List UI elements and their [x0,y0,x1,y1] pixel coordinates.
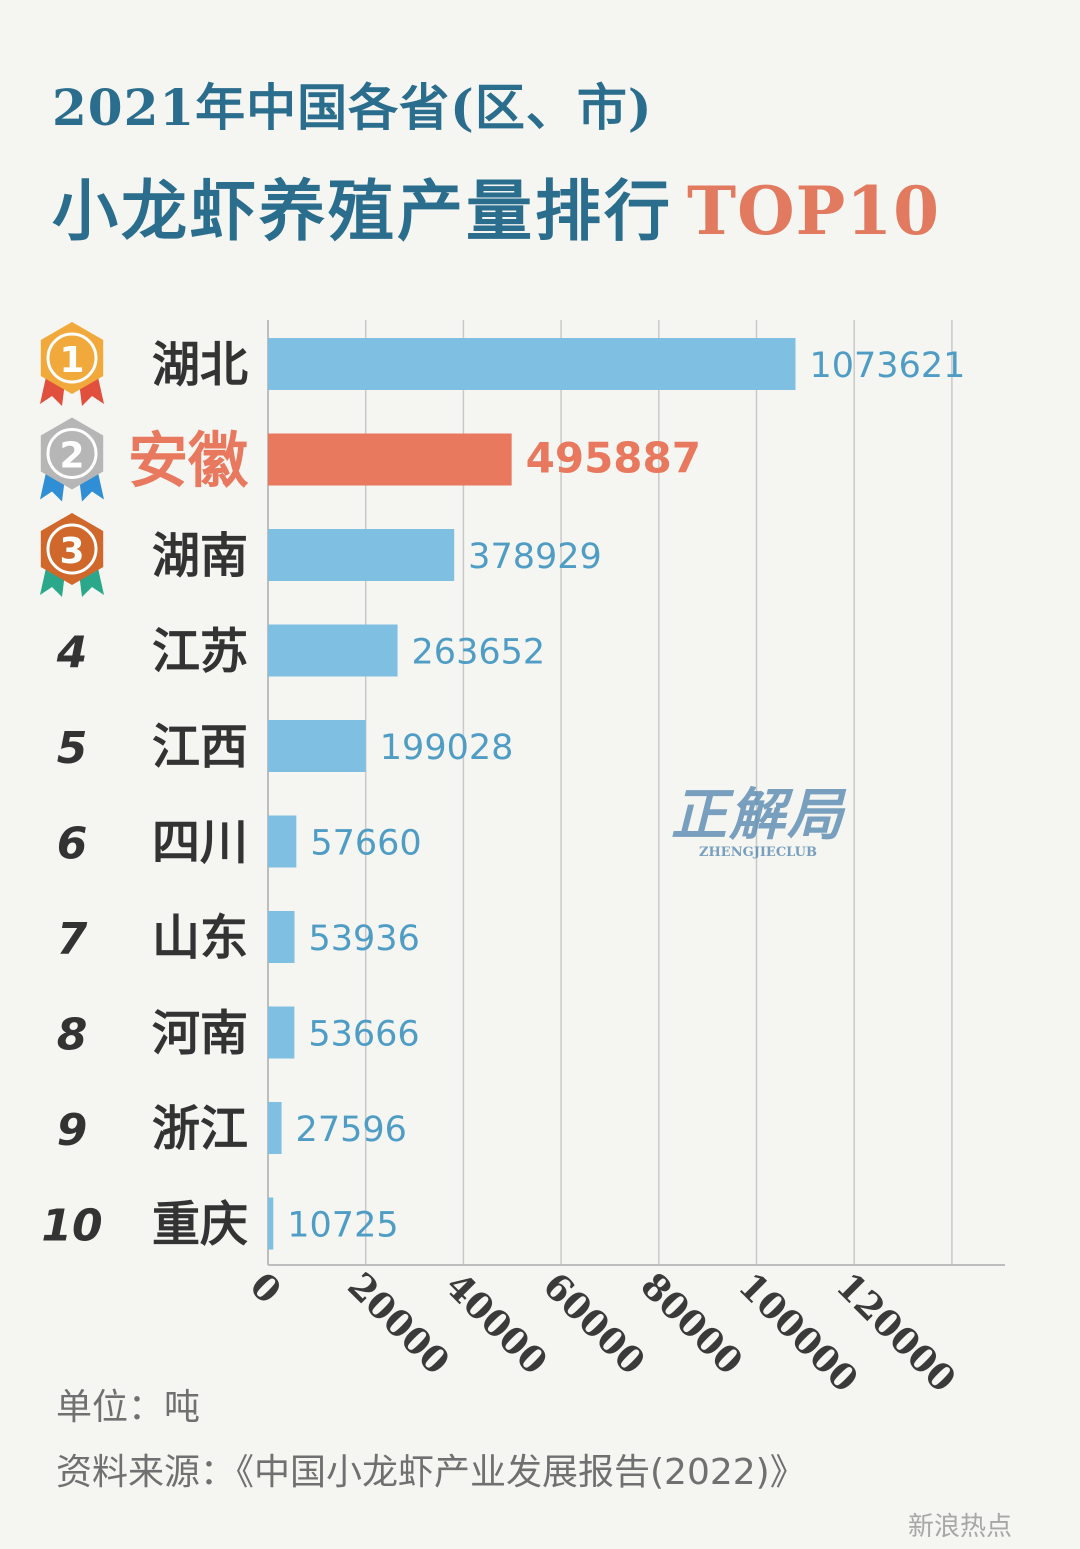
bar-value-label: 199028 [380,728,514,768]
bar [268,720,366,772]
category-label: 江西 [152,719,248,775]
rank-number: 8 [57,1010,88,1061]
bar-value-label: 57660 [310,824,421,864]
logo-text: 正解局 [671,782,845,848]
bar-value-label: 53666 [308,1015,419,1055]
rank-number: 4 [56,628,88,679]
bar-value-label: 378929 [468,537,602,577]
x-tick-label: 40000 [437,1265,555,1383]
bar-value-label: 1073621 [810,346,966,386]
category-label: 浙江 [152,1101,248,1157]
logo-subtext: ZHENGJIECLUB [699,845,817,860]
rank-medal-icon [40,322,104,406]
source-label: 资料来源：《中国小龙虾产业发展报告(2022)》 [56,1452,806,1493]
chart-title-accent: TOP10 [687,172,941,250]
bar [268,433,512,486]
zhengjie-logo: 正解局 ZHENGJIECLUB [668,770,848,860]
category-label: 安徽 [128,427,249,497]
bar-value-label: 53936 [309,919,420,959]
bar [268,1197,274,1250]
rank-number: 7 [57,914,88,965]
bar [268,529,455,581]
rank-number: 5 [57,723,88,774]
rank-number: 1 [59,340,84,381]
weibo-watermark: 新浪热点 [908,1512,1013,1542]
category-label: 山东 [152,910,248,966]
rank-medal-icon [40,417,104,502]
rank-number: 3 [59,531,84,572]
category-label: 重庆 [152,1197,248,1253]
rank-number: 2 [59,436,84,477]
rank-number: 9 [57,1105,88,1156]
category-label: 湖北 [152,337,248,393]
x-tick-label: 20000 [339,1265,457,1383]
bar [268,624,398,677]
category-label: 四川 [152,815,248,871]
category-label: 湖南 [152,528,248,584]
bar [268,911,295,963]
chart-title-line2: 小龙虾养殖产量排行 TOP10 [52,158,940,254]
x-tick-label: 0 [242,1265,289,1312]
bar [268,815,297,868]
rank-number: 10 [41,1201,102,1252]
category-label: 江苏 [152,624,248,680]
rank-medal-icon [40,513,104,597]
medal-ring [46,428,98,479]
chart-title-main: 小龙虾养殖产量排行 [52,172,673,250]
bar-value-label: 495887 [526,434,701,483]
chart-title-line1: 2021年中国各省(区、市) [52,78,653,137]
medal-ring [46,523,98,575]
category-label: 河南 [152,1006,248,1062]
x-tick-label: 60000 [535,1265,653,1383]
bar [268,1006,295,1059]
bar [268,1102,282,1154]
x-tick-label: 80000 [632,1265,750,1383]
rank-number: 6 [57,819,88,870]
bar-value-label: 27596 [296,1110,407,1150]
bar [268,338,796,390]
medal-ring [46,332,98,384]
bar-value-label: 10725 [287,1206,398,1246]
bar-value-label: 263652 [412,633,546,673]
unit-label: 单位：吨 [56,1387,201,1428]
